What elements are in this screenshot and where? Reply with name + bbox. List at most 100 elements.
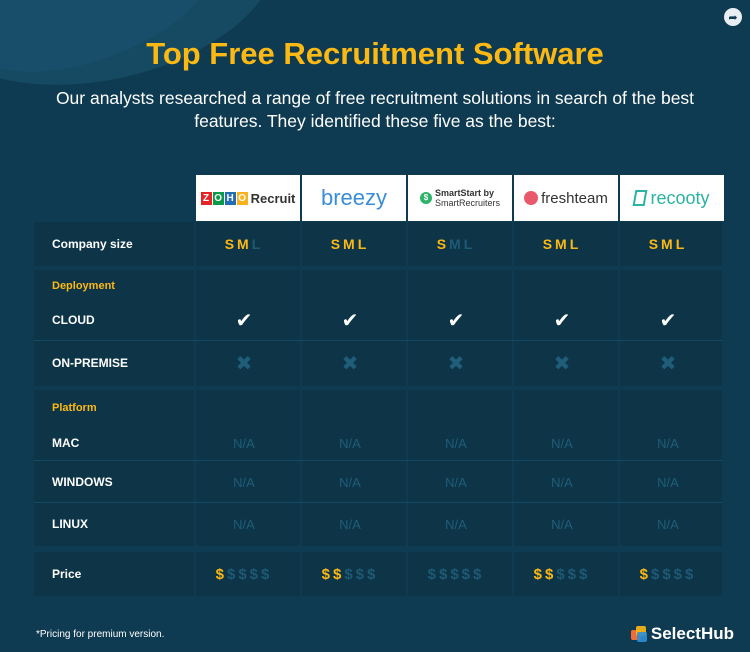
cloud-breezy: ✔ <box>298 308 402 332</box>
linux-smartstart: N/A <box>404 516 508 532</box>
size-m-indicator: M <box>555 236 570 252</box>
on-premise-label: ON-PREMISE <box>52 356 129 370</box>
price-dollar-icon: $ <box>226 565 239 583</box>
price-dollar-icon: $ <box>427 565 439 583</box>
size-s-indicator: S <box>648 236 662 252</box>
price-dollar-icon: $ <box>556 565 568 583</box>
on-premise-zoho-recruit: ✖ <box>192 351 296 375</box>
size-s-indicator: S <box>330 236 344 252</box>
share-icon[interactable]: ➦ <box>724 8 742 26</box>
company-size-label: Company size <box>52 237 133 251</box>
cloud-zoho-recruit: ✔ <box>192 308 296 332</box>
na-value: N/A <box>233 436 255 451</box>
deployment-section-label: Deployment <box>52 280 115 292</box>
mac-freshteam: N/A <box>510 435 614 451</box>
size-m-indicator: M <box>661 236 676 252</box>
price-recooty: $$$$$ <box>616 566 720 583</box>
na-value: N/A <box>445 517 467 532</box>
price-dollar-icon: $ <box>249 565 262 583</box>
windows-label: WINDOWS <box>52 475 113 489</box>
price-dollar-icon: $ <box>321 565 333 583</box>
price-panel: Price $$$$$ $$$$$ $$$$$ $$$$$ $$$$$ <box>34 552 722 596</box>
check-icon: ✔ <box>341 308 359 332</box>
check-icon: ✔ <box>235 308 253 332</box>
na-value: N/A <box>339 517 361 532</box>
windows-breezy: N/A <box>298 474 402 490</box>
price-dollar-icon: $ <box>215 565 227 583</box>
size-l-indicator: L <box>569 236 582 252</box>
on-premise-freshteam: ✖ <box>510 351 614 375</box>
linux-zoho-recruit: N/A <box>192 516 296 532</box>
mac-smartstart: N/A <box>404 435 508 451</box>
price-dollar-icon: $ <box>685 565 697 583</box>
windows-zoho-recruit: N/A <box>192 474 296 490</box>
smartstart-logo: $ SmartStart by SmartRecruiters <box>408 175 512 221</box>
price-smartstart: $$$$$ <box>404 566 508 583</box>
mac-recooty: N/A <box>616 435 720 451</box>
price-dollar-icon: $ <box>355 565 368 583</box>
size-l-indicator: L <box>463 236 476 252</box>
size-m-indicator: M <box>343 236 358 252</box>
cross-icon: ✖ <box>447 351 465 375</box>
price-dollar-icon: $ <box>438 565 451 583</box>
platform-panel: Platform MAC N/A N/A N/A N/A N/A WINDOWS N/A… <box>34 390 722 546</box>
na-value: N/A <box>551 475 573 490</box>
size-s-indicator: S <box>542 236 556 252</box>
deployment-panel: Deployment CLOUD ✔ ✔ ✔ ✔ ✔ ON-PREMISE ✖ ✖ ✖ ✖ ✖ <box>34 270 722 386</box>
price-dollar-icon: $ <box>650 565 663 583</box>
price-dollar-icon: $ <box>579 565 591 583</box>
price-dollar-icon: $ <box>544 565 557 583</box>
price-dollar-icon: $ <box>473 565 485 583</box>
price-dollar-icon: $ <box>662 565 674 583</box>
price-dollar-icon: $ <box>261 565 273 583</box>
na-value: N/A <box>233 517 255 532</box>
size-s-indicator: S <box>224 236 238 252</box>
price-dollar-icon: $ <box>533 565 545 583</box>
cross-icon: ✖ <box>341 351 359 375</box>
price-freshteam: $$$$$ <box>510 566 614 583</box>
selecthub-logo: SelectHub <box>630 624 734 644</box>
price-dollar-icon: $ <box>567 565 580 583</box>
na-value: N/A <box>445 475 467 490</box>
price-dollar-icon: $ <box>673 565 686 583</box>
cloud-smartstart: ✔ <box>404 308 508 332</box>
on-premise-recooty: ✖ <box>616 351 720 375</box>
mac-label: MAC <box>52 436 80 450</box>
price-zoho-recruit: $$$$$ <box>192 566 296 583</box>
windows-recooty: N/A <box>616 474 720 490</box>
price-dollar-icon: $ <box>344 565 356 583</box>
size-l-indicator: L <box>675 236 688 252</box>
company-size-panel: Company size SML SML SML SML SML <box>34 222 722 266</box>
check-icon: ✔ <box>659 308 677 332</box>
company-size-breezy: SML <box>298 236 402 252</box>
selecthub-mark-icon <box>630 626 647 642</box>
na-value: N/A <box>551 517 573 532</box>
size-m-indicator: M <box>449 236 464 252</box>
platform-section-label: Platform <box>52 402 97 414</box>
price-label: Price <box>52 567 82 581</box>
cloud-freshteam: ✔ <box>510 308 614 332</box>
price-dollar-icon: $ <box>332 565 345 583</box>
breezy-logo: breezy <box>302 175 406 221</box>
na-value: N/A <box>339 436 361 451</box>
size-s-indicator: S <box>436 236 450 252</box>
cross-icon: ✖ <box>235 351 253 375</box>
company-size-recooty: SML <box>616 236 720 252</box>
company-size-smartstart: SML <box>404 236 508 252</box>
on-premise-smartstart: ✖ <box>404 351 508 375</box>
company-size-freshteam: SML <box>510 236 614 252</box>
windows-freshteam: N/A <box>510 474 614 490</box>
check-icon: ✔ <box>553 308 571 332</box>
price-breezy: $$$$$ <box>298 566 402 583</box>
linux-recooty: N/A <box>616 516 720 532</box>
linux-breezy: N/A <box>298 516 402 532</box>
windows-smartstart: N/A <box>404 474 508 490</box>
na-value: N/A <box>445 436 467 451</box>
size-m-indicator: M <box>237 236 252 252</box>
price-dollar-icon: $ <box>238 565 250 583</box>
footnote: *Pricing for premium version. <box>36 629 165 640</box>
price-dollar-icon: $ <box>461 565 474 583</box>
na-value: N/A <box>339 475 361 490</box>
cross-icon: ✖ <box>659 351 677 375</box>
vendor-logos: Z O H O Recruit breezy $ SmartStart by S… <box>196 175 724 221</box>
